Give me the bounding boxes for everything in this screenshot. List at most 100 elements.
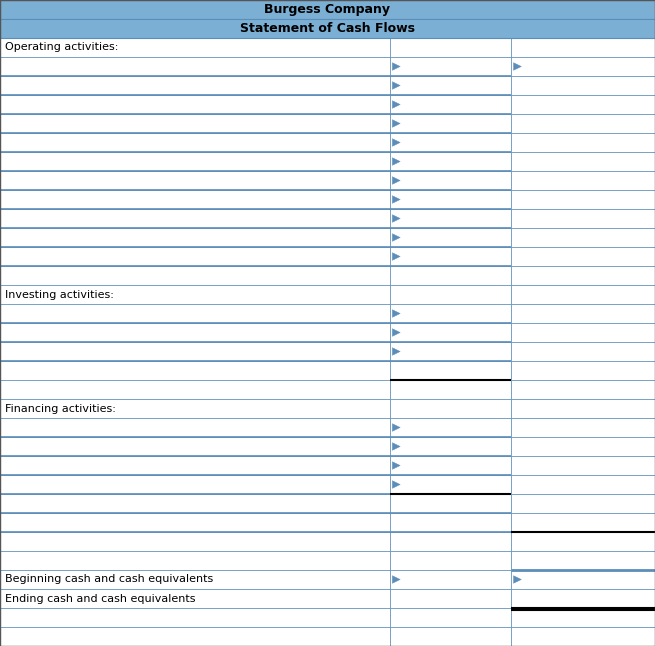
Text: Investing activities:: Investing activities: bbox=[5, 289, 113, 300]
Bar bbox=[511, 76, 655, 95]
Bar bbox=[0, 475, 390, 494]
Polygon shape bbox=[392, 120, 400, 127]
Bar bbox=[511, 532, 655, 551]
Bar bbox=[0, 456, 390, 475]
Bar bbox=[390, 418, 511, 437]
Polygon shape bbox=[392, 309, 400, 317]
Polygon shape bbox=[392, 81, 400, 89]
Bar bbox=[390, 342, 511, 361]
Polygon shape bbox=[392, 253, 400, 260]
Bar bbox=[0, 95, 390, 114]
Bar bbox=[0, 57, 390, 76]
Bar bbox=[390, 304, 511, 323]
Bar bbox=[511, 589, 655, 608]
Polygon shape bbox=[392, 101, 400, 109]
Bar bbox=[511, 570, 655, 589]
Polygon shape bbox=[392, 158, 400, 165]
Bar bbox=[511, 342, 655, 361]
Polygon shape bbox=[514, 63, 521, 70]
Bar bbox=[390, 57, 511, 76]
Text: Statement of Cash Flows: Statement of Cash Flows bbox=[240, 22, 415, 35]
Polygon shape bbox=[392, 196, 400, 203]
Bar bbox=[390, 589, 511, 608]
Bar bbox=[0, 323, 390, 342]
Bar bbox=[390, 247, 511, 266]
Bar bbox=[390, 399, 511, 418]
Bar bbox=[511, 133, 655, 152]
Bar bbox=[511, 418, 655, 437]
Text: Burgess Company: Burgess Company bbox=[265, 3, 390, 16]
Bar bbox=[0, 532, 390, 551]
Bar bbox=[0, 494, 390, 513]
Bar bbox=[0, 437, 390, 456]
Bar bbox=[0, 247, 390, 266]
Bar bbox=[390, 437, 511, 456]
Bar bbox=[0, 209, 390, 228]
Text: Operating activities:: Operating activities: bbox=[5, 43, 118, 52]
Bar bbox=[390, 551, 511, 570]
Bar bbox=[390, 475, 511, 494]
Bar bbox=[0, 190, 390, 209]
Bar bbox=[390, 152, 511, 171]
Bar bbox=[511, 361, 655, 380]
Bar bbox=[390, 95, 511, 114]
Polygon shape bbox=[392, 443, 400, 450]
Bar bbox=[511, 38, 655, 57]
Bar bbox=[390, 513, 511, 532]
Bar bbox=[511, 304, 655, 323]
Bar bbox=[390, 608, 511, 627]
Bar bbox=[0, 171, 390, 190]
Bar bbox=[511, 323, 655, 342]
Bar bbox=[0, 399, 390, 418]
Polygon shape bbox=[392, 481, 400, 488]
Bar bbox=[0, 76, 390, 95]
Bar bbox=[390, 532, 511, 551]
Bar bbox=[511, 380, 655, 399]
Bar bbox=[511, 551, 655, 570]
Bar bbox=[511, 209, 655, 228]
Bar bbox=[390, 323, 511, 342]
Polygon shape bbox=[392, 139, 400, 146]
Polygon shape bbox=[392, 424, 400, 432]
Bar bbox=[390, 133, 511, 152]
Bar bbox=[390, 494, 511, 513]
Bar bbox=[0, 38, 390, 57]
Bar bbox=[0, 152, 390, 171]
Bar bbox=[511, 513, 655, 532]
Bar bbox=[511, 437, 655, 456]
Bar bbox=[390, 627, 511, 646]
Bar bbox=[0, 570, 390, 589]
Bar bbox=[0, 285, 390, 304]
Bar bbox=[390, 380, 511, 399]
Bar bbox=[511, 399, 655, 418]
Bar bbox=[0, 228, 390, 247]
Bar bbox=[0, 418, 390, 437]
Bar bbox=[390, 456, 511, 475]
Bar bbox=[390, 361, 511, 380]
Polygon shape bbox=[514, 576, 521, 583]
Bar bbox=[0, 361, 390, 380]
Bar bbox=[511, 95, 655, 114]
Bar bbox=[0, 133, 390, 152]
Bar bbox=[511, 171, 655, 190]
Bar bbox=[511, 285, 655, 304]
Text: Financing activities:: Financing activities: bbox=[5, 404, 115, 413]
Bar bbox=[0, 0, 655, 19]
Bar bbox=[0, 304, 390, 323]
Bar bbox=[0, 589, 390, 608]
Bar bbox=[511, 228, 655, 247]
Bar bbox=[390, 38, 511, 57]
Bar bbox=[511, 57, 655, 76]
Bar bbox=[511, 608, 655, 627]
Bar bbox=[390, 228, 511, 247]
Bar bbox=[511, 475, 655, 494]
Bar bbox=[0, 266, 390, 285]
Polygon shape bbox=[392, 329, 400, 337]
Bar bbox=[390, 266, 511, 285]
Bar bbox=[0, 342, 390, 361]
Bar bbox=[390, 209, 511, 228]
Bar bbox=[0, 608, 390, 627]
Text: Beginning cash and cash equivalents: Beginning cash and cash equivalents bbox=[5, 574, 213, 585]
Bar bbox=[511, 266, 655, 285]
Bar bbox=[511, 494, 655, 513]
